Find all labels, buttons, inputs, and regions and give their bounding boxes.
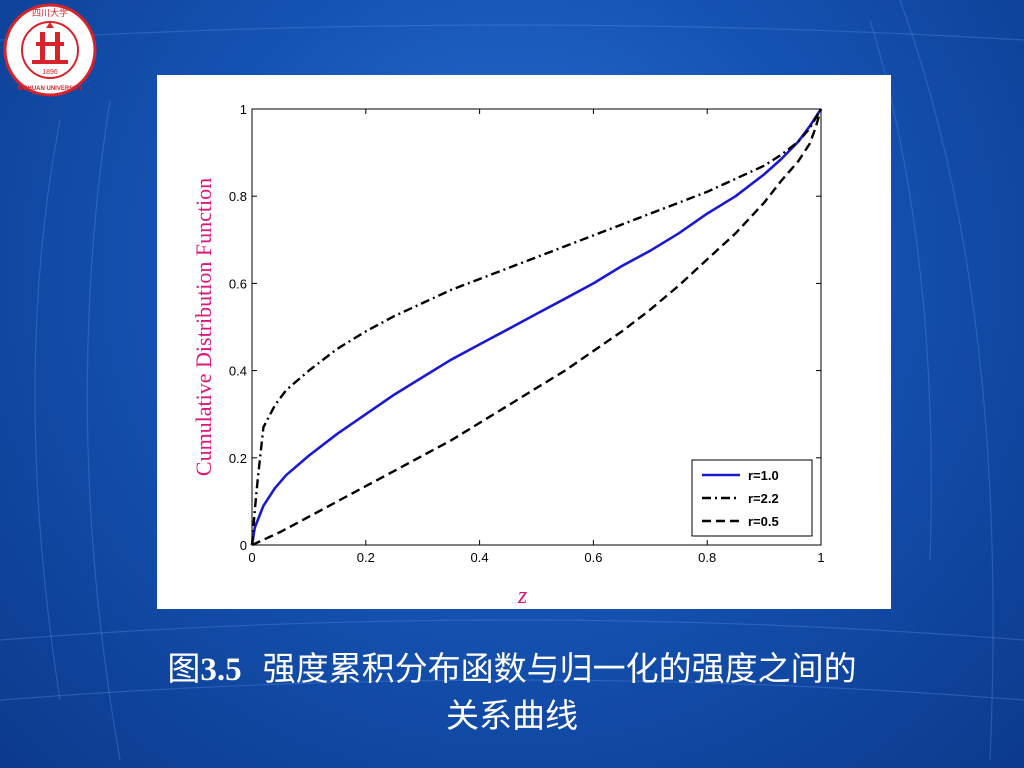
- university-seal-logo: 1896 四川大学 SICHUAN UNIVERSITY: [3, 3, 97, 97]
- x-tick-label: 0.6: [584, 550, 602, 565]
- chart-panel: 0 0.2 0.4 0.6 0.8 1 0 0.2 0.4 0.6 0.8 1 r=1.0 r=2.2 r=…: [157, 75, 891, 609]
- y-axis-label: Cumulative Distribution Function: [191, 178, 216, 476]
- y-tick-label: 0.4: [229, 364, 247, 379]
- legend-label: r=0.5: [748, 514, 779, 529]
- cdf-chart: 0 0.2 0.4 0.6 0.8 1 0 0.2 0.4 0.6 0.8 1 r=1.0 r=2.2 r=…: [191, 102, 825, 609]
- legend-label: r=1.0: [748, 468, 779, 483]
- caption-text-1: 强度累积分布函数与归一化的强度之间的: [262, 649, 857, 688]
- y-tick-label: 1: [240, 102, 247, 117]
- x-tick-label: 0: [248, 550, 255, 565]
- plot-frame: [251, 108, 822, 546]
- x-axis-label: z: [517, 583, 528, 609]
- y-tick-label: 0.8: [229, 189, 247, 204]
- caption-number: 3.5: [200, 652, 242, 688]
- y-tick-label: 0: [240, 538, 247, 553]
- legend-label: r=2.2: [748, 491, 779, 506]
- logo-name-top: 四川大学: [32, 7, 68, 19]
- logo-name-bottom: SICHUAN UNIVERSITY: [17, 86, 82, 92]
- caption-prefix: 图: [167, 649, 201, 688]
- legend-box: [691, 459, 813, 537]
- series-line-r-0-5: [251, 108, 823, 547]
- caption-line-1: 图3.5 强度累积分布函数与归一化的强度之间的: [0, 646, 1024, 693]
- x-tick-label: 0.8: [698, 550, 716, 565]
- figure-caption: 图3.5 强度累积分布函数与归一化的强度之间的 关系曲线: [0, 646, 1024, 739]
- logo-year: 1896: [42, 69, 58, 76]
- y-tick-label: 0.6: [229, 276, 247, 291]
- x-tick-label: 0.2: [357, 550, 375, 565]
- caption-line-2: 关系曲线: [446, 696, 578, 735]
- x-tick-label: 1: [817, 550, 824, 565]
- x-tick-label: 0.4: [471, 550, 489, 565]
- series-line-r-1-0: [250, 108, 823, 546]
- y-tick-label: 0.2: [229, 451, 247, 466]
